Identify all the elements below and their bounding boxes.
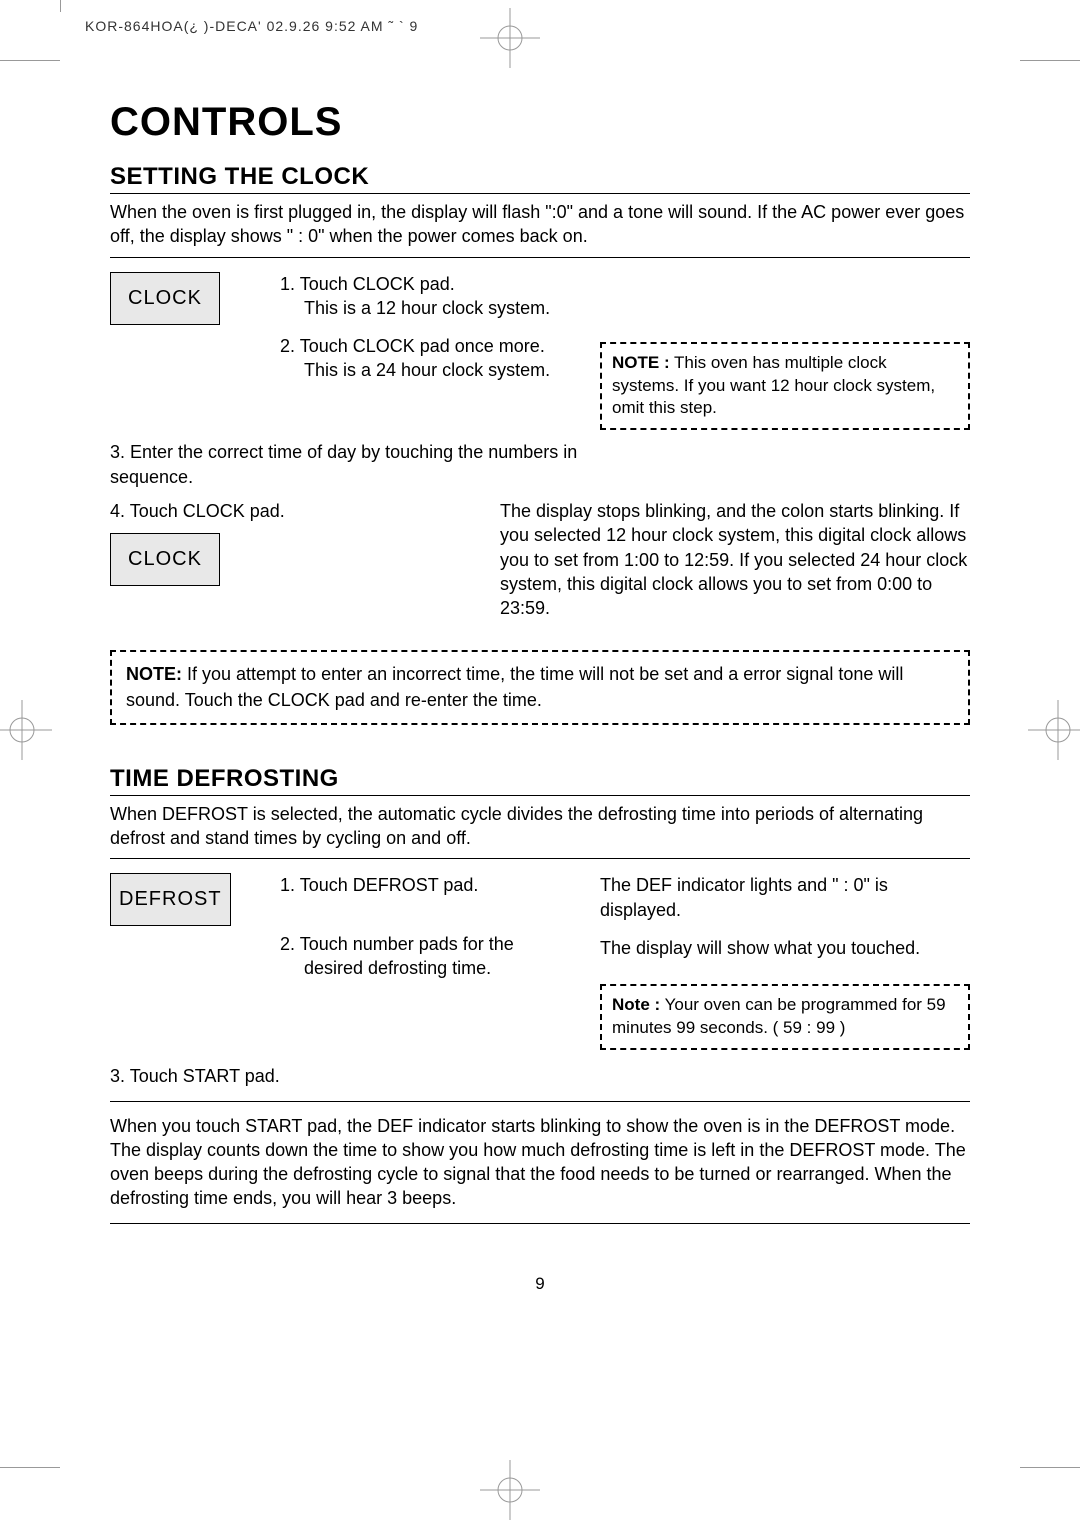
step-text: 2. Touch number pads for the — [280, 932, 590, 956]
crop-mark — [1020, 1467, 1080, 1468]
step-text: 1. Touch CLOCK pad. — [280, 272, 590, 296]
note-text: If you attempt to enter an incorrect tim… — [126, 664, 903, 709]
page-title: CONTROLS — [110, 100, 970, 145]
registration-mark-icon — [1028, 700, 1080, 760]
note-box-wide: NOTE: If you attempt to enter an incorre… — [110, 650, 970, 724]
note-text: Your oven can be programmed for 59 minut… — [612, 995, 946, 1037]
page-number: 9 — [110, 1274, 970, 1294]
note-label: NOTE : — [612, 353, 670, 372]
clock-pad-button: CLOCK — [110, 272, 220, 325]
step-text: 2. Touch CLOCK pad once more. — [280, 334, 590, 358]
divider — [110, 1101, 970, 1102]
clock-pad-button: CLOCK — [110, 533, 220, 586]
crop-mark — [0, 1467, 60, 1468]
step-text: 3. Enter the correct time of day by touc… — [110, 440, 610, 489]
divider — [110, 1223, 970, 1224]
result-text: The display will show what you touched. — [600, 936, 970, 960]
registration-mark-icon — [480, 1460, 540, 1520]
crop-mark — [60, 0, 61, 12]
step-text: 3. Touch START pad. — [110, 1064, 970, 1088]
registration-mark-icon — [0, 700, 52, 760]
section-heading-defrost: TIME DEFROSTING — [110, 765, 970, 796]
step-text: 4. Touch CLOCK pad. — [110, 499, 500, 523]
result-text: The DEF indicator lights and " : 0" is d… — [600, 873, 970, 922]
document-header-meta: KOR-864HOA(¿ )-DECA' 02.9.26 9:52 AM ˜ `… — [85, 18, 418, 34]
note-box: Note : Your oven can be programmed for 5… — [600, 984, 970, 1050]
page-content: CONTROLS SETTING THE CLOCK When the oven… — [110, 100, 970, 1294]
note-label: Note : — [612, 995, 660, 1014]
defrost-pad-button: DEFROST — [110, 873, 231, 926]
outro-text: When you touch START pad, the DEF indica… — [110, 1114, 970, 1211]
note-box: NOTE : This oven has multiple clock syst… — [600, 342, 970, 431]
step-text: desired defrosting time. — [280, 956, 590, 980]
crop-mark — [0, 60, 60, 61]
registration-mark-icon — [480, 8, 540, 68]
step-text: This is a 12 hour clock system. — [280, 296, 590, 320]
step-text: This is a 24 hour clock system. — [280, 358, 590, 382]
result-text: The display stops blinking, and the colo… — [500, 499, 970, 620]
crop-mark — [1020, 60, 1080, 61]
note-label: NOTE: — [126, 664, 182, 684]
section-heading-clock: SETTING THE CLOCK — [110, 163, 970, 194]
clock-intro: When the oven is first plugged in, the d… — [110, 200, 970, 258]
defrost-intro: When DEFROST is selected, the automatic … — [110, 802, 970, 860]
step-text: 1. Touch DEFROST pad. — [280, 873, 590, 897]
